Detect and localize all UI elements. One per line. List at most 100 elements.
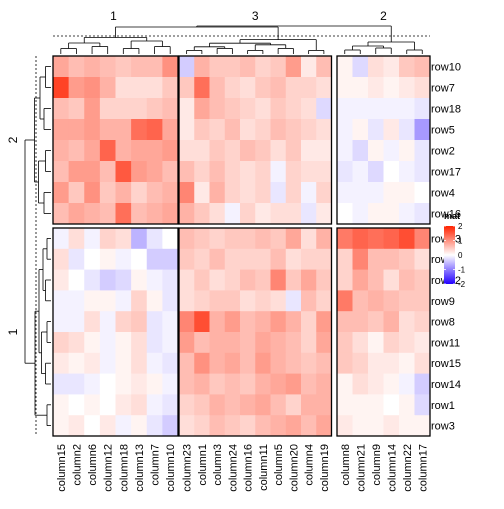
heatmap-cell bbox=[146, 98, 163, 120]
heatmap-cell bbox=[352, 290, 369, 312]
heatmap-cell bbox=[285, 248, 302, 271]
heatmap-cell bbox=[285, 269, 302, 291]
heatmap-cell bbox=[194, 332, 210, 354]
heatmap-cell bbox=[146, 161, 163, 183]
heatmap-cell bbox=[115, 269, 132, 291]
heatmap-cell bbox=[285, 56, 302, 78]
heatmap-cell bbox=[368, 203, 384, 225]
heatmap-cell bbox=[53, 248, 70, 271]
slice-borders bbox=[52, 55, 431, 437]
heatmap-cell bbox=[316, 269, 332, 291]
heatmap-cell bbox=[368, 332, 384, 354]
heatmap-cell bbox=[53, 415, 70, 437]
heatmap-cell bbox=[84, 161, 101, 183]
heatmap-cell bbox=[84, 248, 101, 271]
heatmap-cell bbox=[179, 290, 195, 312]
column-split-title: 1 bbox=[110, 9, 117, 23]
heatmap-cell bbox=[146, 352, 163, 375]
heatmap-cell bbox=[162, 415, 179, 437]
heatmap-cell bbox=[270, 248, 287, 271]
heatmap-cell bbox=[285, 290, 302, 312]
heatmap-cell bbox=[383, 119, 400, 141]
heatmap-cell bbox=[179, 98, 195, 120]
heatmap-cell bbox=[270, 269, 287, 291]
heatmap-cell bbox=[115, 140, 132, 162]
heatmap-cell bbox=[352, 98, 369, 120]
column-label: column15 bbox=[56, 444, 68, 492]
heatmap-cell bbox=[255, 373, 271, 395]
heatmap-cell bbox=[414, 119, 431, 141]
heatmap-cell bbox=[255, 269, 271, 291]
heatmap-cell bbox=[99, 228, 116, 250]
heatmap-cell bbox=[146, 228, 163, 250]
heatmap-cell bbox=[68, 228, 85, 250]
heatmap-cell bbox=[115, 290, 132, 312]
heatmap-cell bbox=[301, 140, 317, 162]
row-label: row16 bbox=[431, 209, 461, 221]
heatmap-cell bbox=[240, 203, 256, 225]
heatmap-cell bbox=[209, 161, 226, 183]
heatmap-cell bbox=[84, 98, 101, 120]
heatmap-cell bbox=[131, 373, 148, 395]
heatmap-cell bbox=[240, 182, 256, 204]
heatmap-cell bbox=[146, 248, 163, 271]
row-label: row8 bbox=[431, 317, 455, 329]
heatmap-cell bbox=[255, 352, 271, 375]
heatmap-cell bbox=[68, 56, 85, 78]
heatmap-cell bbox=[301, 119, 317, 141]
heatmap-cell bbox=[131, 140, 148, 162]
heatmap-cell bbox=[414, 373, 431, 395]
heatmap-cell bbox=[224, 56, 241, 78]
heatmap-cell bbox=[194, 119, 210, 141]
column-label: column13 bbox=[134, 444, 146, 492]
heatmap-cell bbox=[194, 98, 210, 120]
heatmap-cell bbox=[53, 182, 70, 204]
heatmap-cell bbox=[337, 332, 353, 354]
heatmap-cell bbox=[194, 311, 210, 333]
heatmap-cell bbox=[285, 140, 302, 162]
heatmap-cell bbox=[383, 311, 400, 333]
column-label: column6 bbox=[87, 444, 99, 486]
column-label: column14 bbox=[386, 444, 398, 492]
heatmap-cell bbox=[316, 373, 332, 395]
heatmap-cell bbox=[68, 77, 85, 99]
heatmap-cell bbox=[131, 269, 148, 291]
heatmap-cell bbox=[399, 332, 415, 354]
heatmap-cell bbox=[84, 119, 101, 141]
heatmap-cell bbox=[162, 119, 179, 141]
heatmap-cell bbox=[399, 290, 415, 312]
heatmap-cell bbox=[240, 269, 256, 291]
heatmap-cell bbox=[179, 394, 195, 416]
heatmap-cell bbox=[224, 332, 241, 354]
heatmap-cell bbox=[146, 119, 163, 141]
heatmap-cell bbox=[399, 56, 415, 78]
heatmap-cell bbox=[99, 98, 116, 120]
row-label: row10 bbox=[431, 62, 461, 74]
heatmap-cell bbox=[84, 182, 101, 204]
heatmap-cell bbox=[84, 332, 101, 354]
heatmap-cell bbox=[337, 98, 353, 120]
heatmap-cell bbox=[53, 98, 70, 120]
heatmap-cell bbox=[255, 332, 271, 354]
heatmap-cell bbox=[224, 352, 241, 375]
heatmap-cell bbox=[115, 161, 132, 183]
heatmap-cell bbox=[84, 394, 101, 416]
heatmap-cell bbox=[53, 161, 70, 183]
legend-tick-label: -2 bbox=[458, 280, 466, 289]
heatmap-cell bbox=[115, 352, 132, 375]
heatmap-cell bbox=[255, 311, 271, 333]
column-label: column21 bbox=[355, 444, 367, 492]
heatmap-cell bbox=[209, 373, 226, 395]
heatmap-cell bbox=[162, 98, 179, 120]
heatmap-cell bbox=[414, 228, 431, 250]
heatmap-cell bbox=[146, 203, 163, 225]
heatmap-cell bbox=[368, 56, 384, 78]
heatmap-cell bbox=[301, 228, 317, 250]
heatmap-cell bbox=[368, 98, 384, 120]
heatmap-cell bbox=[414, 290, 431, 312]
row-label: row3 bbox=[431, 421, 455, 433]
heatmap-cell bbox=[146, 182, 163, 204]
heatmap-cell bbox=[194, 248, 210, 271]
heatmap-cell bbox=[399, 182, 415, 204]
